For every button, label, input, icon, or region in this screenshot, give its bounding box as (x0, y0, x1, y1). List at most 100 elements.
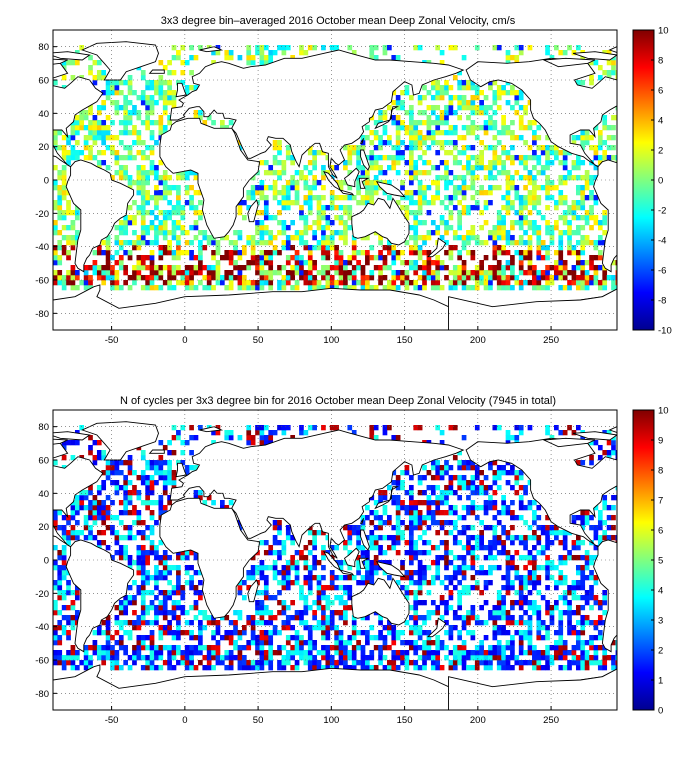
bin-cell (611, 155, 616, 161)
bin-cell (127, 635, 133, 641)
bin-cell (413, 650, 419, 656)
bin-cell (101, 655, 107, 661)
bin-cell (211, 655, 216, 661)
bin-cell (496, 600, 502, 606)
bin-cell (259, 610, 265, 616)
bin-cell (417, 520, 423, 526)
bin-cell (492, 470, 498, 476)
bin-cell (404, 525, 410, 531)
bin-cell (395, 665, 401, 671)
bin-cell (580, 195, 586, 201)
bin-cell (360, 140, 366, 146)
bin-cell (316, 220, 322, 226)
bin-cell (571, 610, 577, 616)
bin-cell (448, 150, 454, 156)
bin-cell (127, 215, 133, 221)
bin-cell (281, 660, 287, 666)
bin-cell (466, 565, 471, 571)
bin-cell (527, 245, 533, 251)
bin-cell (88, 135, 93, 141)
bin-cell (158, 605, 164, 611)
bin-cell (496, 140, 502, 146)
bin-cell (303, 625, 309, 631)
colorbar-tick-label: 8 (658, 56, 663, 67)
bin-cell (145, 645, 150, 651)
bin-cell (105, 145, 111, 151)
bin-cell (400, 480, 405, 486)
bin-cell (237, 590, 243, 596)
bin-cell (215, 250, 221, 256)
bin-cell (101, 130, 107, 136)
bin-cell (237, 200, 243, 206)
bin-cell (488, 230, 493, 236)
bin-cell (140, 635, 146, 641)
bin-cell (611, 665, 616, 671)
bin-cell (571, 630, 577, 636)
bin-cell (281, 165, 287, 171)
bin-cell (162, 175, 168, 181)
bin-cell (382, 245, 388, 251)
bin-cell (510, 485, 515, 491)
bin-cell (505, 180, 511, 186)
bin-cell (176, 565, 181, 571)
bin-cell (255, 610, 260, 616)
bin-cell (70, 615, 76, 621)
bin-cell (369, 625, 375, 631)
bin-cell (132, 280, 137, 286)
bin-cell (545, 225, 550, 231)
bin-cell (395, 630, 401, 636)
bin-cell (549, 660, 555, 666)
bin-cell (492, 230, 498, 236)
bin-cell (448, 660, 454, 666)
bin-cell (369, 160, 375, 166)
bin-cell (329, 425, 335, 431)
bin-cell (536, 655, 542, 661)
bin-cell (417, 515, 423, 521)
bin-cell (202, 615, 208, 621)
bin-cell (92, 495, 98, 501)
bin-cell (422, 150, 427, 156)
bin-cell (312, 185, 317, 191)
bin-cell (180, 605, 186, 611)
bin-cell (514, 630, 520, 636)
bin-cell (452, 570, 458, 576)
bin-cell (241, 280, 247, 286)
bin-cell (321, 550, 326, 556)
bin-cell (518, 260, 524, 266)
bin-cell (391, 480, 397, 486)
bin-cell (400, 105, 405, 111)
bin-cell (299, 425, 304, 431)
bin-cell (378, 265, 383, 271)
bin-cell (369, 425, 375, 431)
bin-cell (430, 510, 436, 516)
bin-cell (162, 170, 168, 176)
bin-cell (532, 605, 537, 611)
bin-cell (189, 620, 194, 626)
bin-cell (532, 520, 537, 526)
bin-cell (193, 270, 199, 276)
bin-cell (408, 615, 414, 621)
bin-cell (53, 520, 58, 526)
bin-cell (378, 255, 383, 261)
bin-cell (136, 585, 142, 591)
bin-cell (312, 535, 317, 541)
bin-cell (259, 435, 265, 441)
bin-cell (259, 45, 265, 51)
bin-cell (211, 60, 216, 66)
bin-cell (527, 155, 533, 161)
bin-cell (408, 110, 414, 116)
bin-cell (171, 665, 177, 671)
bin-cell (356, 175, 361, 181)
bin-cell (554, 425, 559, 431)
bin-cell (193, 570, 199, 576)
bin-cell (57, 205, 63, 211)
bin-cell (149, 80, 155, 86)
bin-cell (496, 425, 502, 431)
bin-cell (277, 265, 282, 271)
bin-cell (268, 665, 274, 671)
bin-cell (602, 115, 608, 121)
bin-cell (444, 80, 449, 86)
bin-cell (408, 180, 414, 186)
bin-cell (549, 240, 555, 246)
bin-cell (373, 555, 379, 561)
